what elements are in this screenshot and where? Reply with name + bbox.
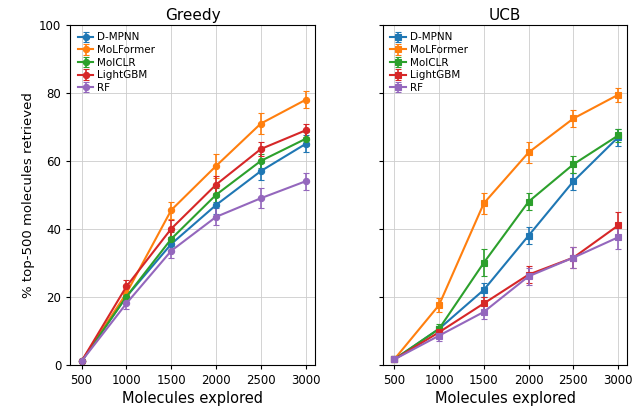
X-axis label: Molecules explored: Molecules explored	[122, 391, 263, 406]
Legend: D-MPNN, MoLFormer, MolCLR, LightGBM, RF: D-MPNN, MoLFormer, MolCLR, LightGBM, RF	[75, 29, 159, 96]
Y-axis label: % top-500 molecules retrieved: % top-500 molecules retrieved	[22, 92, 35, 298]
Title: UCB: UCB	[489, 8, 522, 23]
X-axis label: Molecules explored: Molecules explored	[435, 391, 575, 406]
Title: Greedy: Greedy	[164, 8, 220, 23]
Legend: D-MPNN, MoLFormer, MolCLR, LightGBM, RF: D-MPNN, MoLFormer, MolCLR, LightGBM, RF	[387, 29, 471, 96]
